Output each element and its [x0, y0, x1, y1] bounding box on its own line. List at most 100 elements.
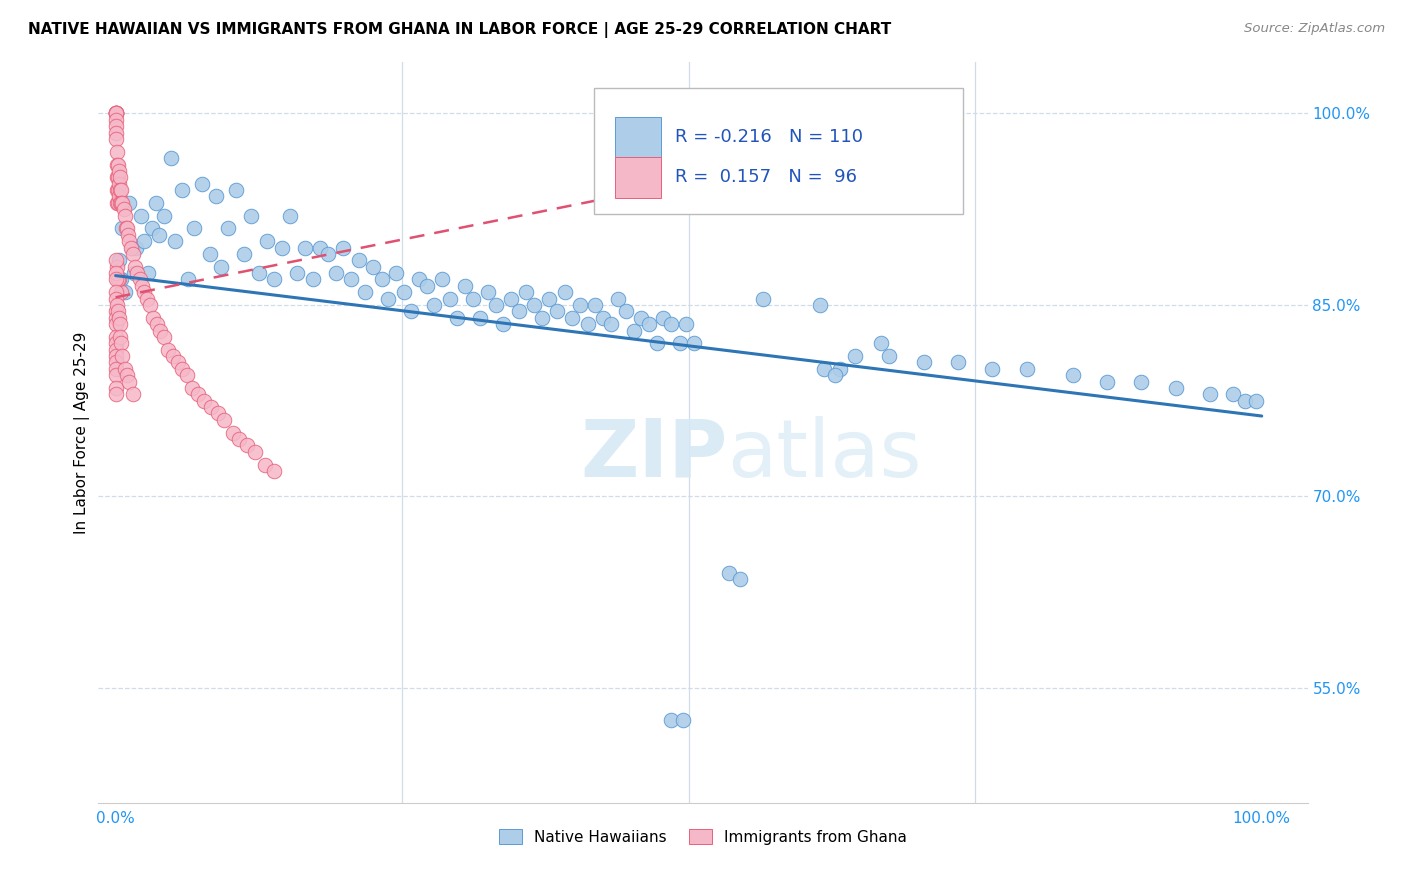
Point: [339, 272, 361, 286]
Point: [228, 432, 250, 446]
Point: [108, 170, 131, 185]
Point: [134, 285, 156, 300]
Point: [108, 253, 131, 268]
Point: [576, 317, 599, 331]
Point: [145, 195, 167, 210]
Point: [152, 209, 174, 223]
Point: [136, 266, 159, 280]
Point: [278, 209, 301, 223]
Point: [187, 387, 209, 401]
Point: [107, 183, 129, 197]
Point: [142, 310, 165, 325]
Point: [263, 464, 285, 478]
Point: [115, 368, 138, 383]
Point: [104, 106, 127, 120]
Point: [325, 266, 347, 280]
Point: [108, 195, 131, 210]
Point: [146, 317, 169, 331]
Point: [176, 368, 198, 383]
Point: [104, 106, 127, 120]
Point: [115, 221, 138, 235]
Y-axis label: In Labor Force | Age 25-29: In Labor Force | Age 25-29: [75, 332, 90, 533]
Point: [316, 247, 339, 261]
Point: [104, 106, 127, 120]
Point: [108, 310, 131, 325]
Point: [110, 183, 132, 197]
Point: [162, 349, 184, 363]
Point: [523, 298, 546, 312]
Point: [118, 195, 141, 210]
Point: [623, 324, 645, 338]
Text: R = -0.216   N = 110: R = -0.216 N = 110: [675, 128, 863, 146]
Point: [193, 393, 215, 408]
Point: [141, 221, 163, 235]
Point: [354, 285, 377, 300]
Point: [159, 151, 181, 165]
Point: [285, 266, 308, 280]
Point: [1130, 375, 1153, 389]
Point: [645, 336, 668, 351]
Point: [477, 285, 499, 300]
Point: [120, 240, 142, 255]
Point: [463, 292, 485, 306]
Point: [683, 336, 706, 351]
Point: [104, 368, 127, 383]
Point: [104, 106, 127, 120]
Point: [104, 253, 127, 268]
Point: [135, 292, 157, 306]
Point: [108, 177, 131, 191]
Point: [104, 336, 127, 351]
Point: [239, 209, 262, 223]
Point: [108, 317, 131, 331]
Point: [131, 278, 153, 293]
Point: [114, 209, 136, 223]
Point: [946, 355, 969, 369]
Text: atlas: atlas: [727, 416, 921, 494]
Point: [599, 317, 621, 331]
Point: [177, 272, 200, 286]
Point: [125, 240, 148, 255]
Point: [583, 298, 606, 312]
Point: [225, 183, 247, 197]
Point: [117, 227, 139, 242]
Point: [115, 221, 138, 235]
Point: [530, 310, 553, 325]
Point: [118, 375, 141, 389]
Point: [844, 349, 866, 363]
Point: [104, 381, 127, 395]
Point: [114, 285, 136, 300]
Point: [221, 425, 243, 440]
Point: [546, 304, 568, 318]
Point: [111, 349, 134, 363]
Point: [166, 355, 188, 369]
Point: [912, 355, 935, 369]
Point: [105, 145, 128, 159]
Point: [111, 195, 134, 210]
Point: [104, 106, 127, 120]
Text: Source: ZipAtlas.com: Source: ZipAtlas.com: [1244, 22, 1385, 36]
Point: [129, 209, 152, 223]
Point: [108, 164, 131, 178]
Point: [637, 317, 659, 331]
Point: [104, 361, 127, 376]
FancyBboxPatch shape: [595, 88, 963, 214]
Point: [717, 566, 740, 580]
Point: [104, 272, 127, 286]
Point: [128, 272, 150, 286]
Point: [363, 260, 385, 274]
Point: [1222, 387, 1244, 401]
Point: [454, 278, 477, 293]
Point: [446, 310, 468, 325]
Point: [347, 253, 370, 268]
Point: [104, 317, 127, 331]
Point: [172, 183, 194, 197]
Point: [104, 292, 127, 306]
Point: [828, 361, 851, 376]
Point: [652, 310, 675, 325]
Point: [107, 272, 129, 286]
Point: [104, 355, 127, 369]
Text: R =  0.157   N =  96: R = 0.157 N = 96: [675, 169, 858, 186]
Point: [614, 304, 637, 318]
Point: [1062, 368, 1084, 383]
Point: [554, 285, 576, 300]
